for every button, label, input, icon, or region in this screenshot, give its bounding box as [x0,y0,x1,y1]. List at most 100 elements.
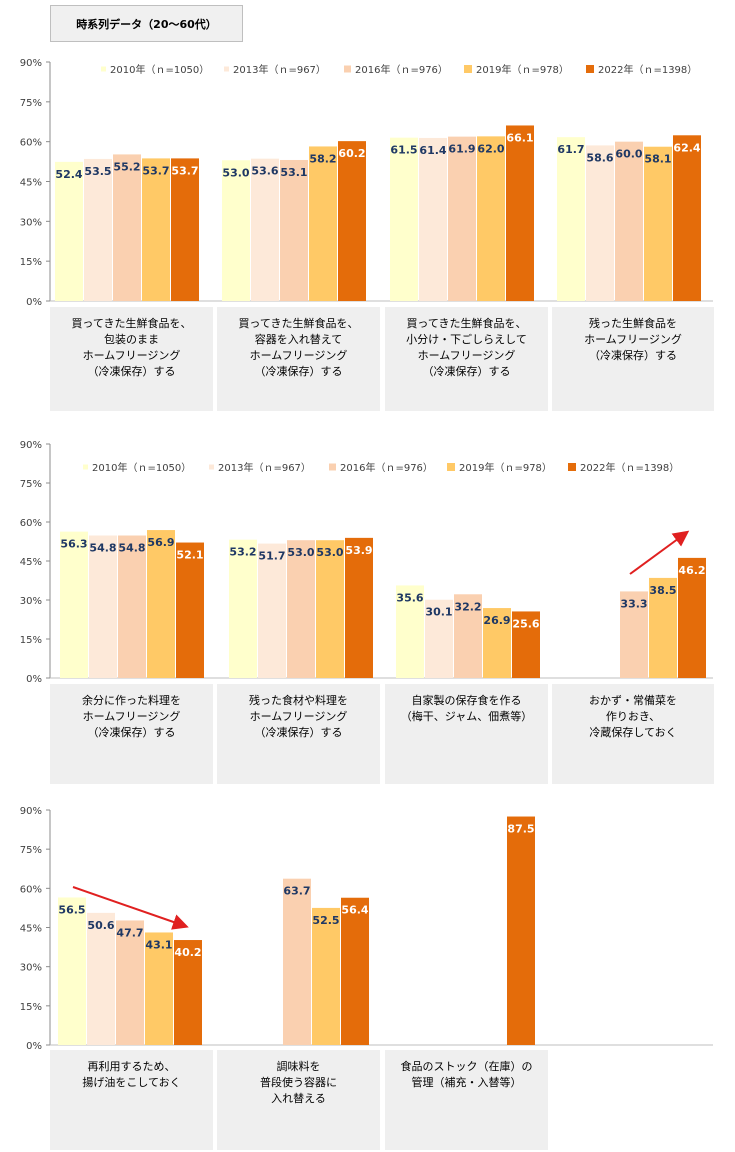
category-label: 残った食材や料理を [249,693,348,707]
y-tick-label: 0% [26,1041,42,1052]
category-label: 冷蔵保存しておく [589,725,676,739]
data-label: 53.1 [280,166,307,179]
data-label: 62.0 [477,142,504,155]
category-label: （冷凍保存）する [88,725,176,739]
data-label: 32.2 [454,600,481,613]
category-label: 普段使う容器に [260,1075,337,1089]
category-label: 包装のまま [104,333,159,346]
y-tick-label: 45% [20,924,42,935]
legend-swatch [464,65,472,73]
data-label: 47.7 [116,926,143,939]
y-tick-label: 75% [20,479,42,490]
data-label: 53.2 [229,546,256,559]
legend-swatch [344,65,351,73]
data-label: 35.6 [396,591,423,604]
data-label: 53.0 [287,546,314,559]
data-label: 60.0 [615,148,642,161]
y-tick-label: 15% [20,635,42,646]
category-label: 小分け・下ごしらえして [406,332,527,346]
y-tick-label: 75% [20,845,42,856]
category-label: ホームフリージング [250,348,348,362]
data-label: 87.5 [507,823,534,836]
trend-arrow [629,530,690,575]
bar-4-3 [673,135,701,301]
bar-2-3 [615,141,643,301]
bar-2-0 [116,920,144,1045]
legend-label: 2022年（ｎ=1398） [598,63,697,76]
category-panel [552,684,714,784]
bar-3-0 [142,158,170,301]
bar-4-1 [338,141,366,301]
bar-1-0 [89,535,117,678]
bar-2-3 [620,591,648,678]
data-label: 63.7 [283,885,310,898]
legend-label: 2019年（ｎ=978） [476,63,569,76]
bar-1-2 [419,137,447,301]
data-label: 26.9 [483,614,510,627]
category-panel [217,307,380,411]
bar-0-2 [390,137,418,301]
category-label: （冷凍保存）する [255,364,343,378]
category-label: ホームフリージング [584,332,682,346]
data-label: 60.2 [338,147,365,160]
data-label: 53.5 [84,165,111,178]
category-panel [385,307,548,411]
bar-0-0 [58,897,86,1045]
data-label: 53.7 [142,164,169,177]
y-tick-label: 60% [20,518,42,529]
category-label: 買ってきた生鮮食品を、 [406,316,526,330]
bar-2-1 [283,878,311,1045]
data-label: 55.2 [113,160,140,173]
y-tick-label: 60% [20,884,42,895]
bar-0-0 [55,161,83,301]
category-label: 入れ替える [271,1091,326,1105]
page-title: 時系列データ（20～60代） [50,5,243,42]
category-label: ホームフリージング [83,348,181,362]
bar-4-2 [507,816,535,1045]
data-label: 58.1 [644,153,671,166]
legend-swatch [568,463,576,471]
category-label: （冷凍保存）する [589,348,677,362]
category-label: 余分に作った料理を [82,693,181,707]
bar-4-1 [341,897,369,1045]
bar-3-3 [649,577,677,678]
legend-label: 2016年（ｎ=976） [340,461,433,474]
data-label: 40.2 [174,946,201,959]
category-panel [385,684,548,784]
bar-1-1 [251,158,279,301]
y-tick-label: 30% [20,596,42,607]
bar-3-1 [316,540,344,678]
data-label: 56.4 [341,904,368,917]
category-label: ホームフリージング [250,709,348,723]
category-label: 管理（補充・入替等） [412,1075,522,1089]
bar-3-0 [145,932,173,1045]
data-label: 66.1 [506,131,533,144]
data-label: 25.6 [512,617,539,630]
category-label: （冷凍保存）する [423,364,511,378]
legend-swatch [224,66,229,72]
bar-2-0 [113,154,141,301]
data-label: 53.0 [222,166,249,179]
legend-label: 2019年（ｎ=978） [459,461,552,474]
y-tick-label: 90% [20,806,42,817]
legend-swatch [329,463,336,471]
category-panel [217,684,380,784]
data-label: 52.1 [176,549,203,562]
y-tick-label: 0% [26,674,42,685]
category-label: 自家製の保存食を作る [412,693,522,707]
category-panel [217,1050,380,1150]
data-label: 54.8 [89,542,116,555]
legend-swatch [101,66,106,72]
category-panel [50,307,213,411]
legend-label: 2016年（ｎ=976） [355,63,448,76]
bar-3-1 [309,146,337,301]
bar-0-3 [557,137,585,301]
category-label: 再利用するため、 [88,1060,176,1073]
category-label: 買ってきた生鮮食品を、 [71,316,191,330]
data-label: 50.6 [87,919,114,932]
trend-arrow [72,886,189,930]
y-tick-label: 60% [20,138,42,149]
data-label: 56.9 [147,536,174,549]
category-label: （梅干、ジャム、佃煮等） [401,709,532,723]
